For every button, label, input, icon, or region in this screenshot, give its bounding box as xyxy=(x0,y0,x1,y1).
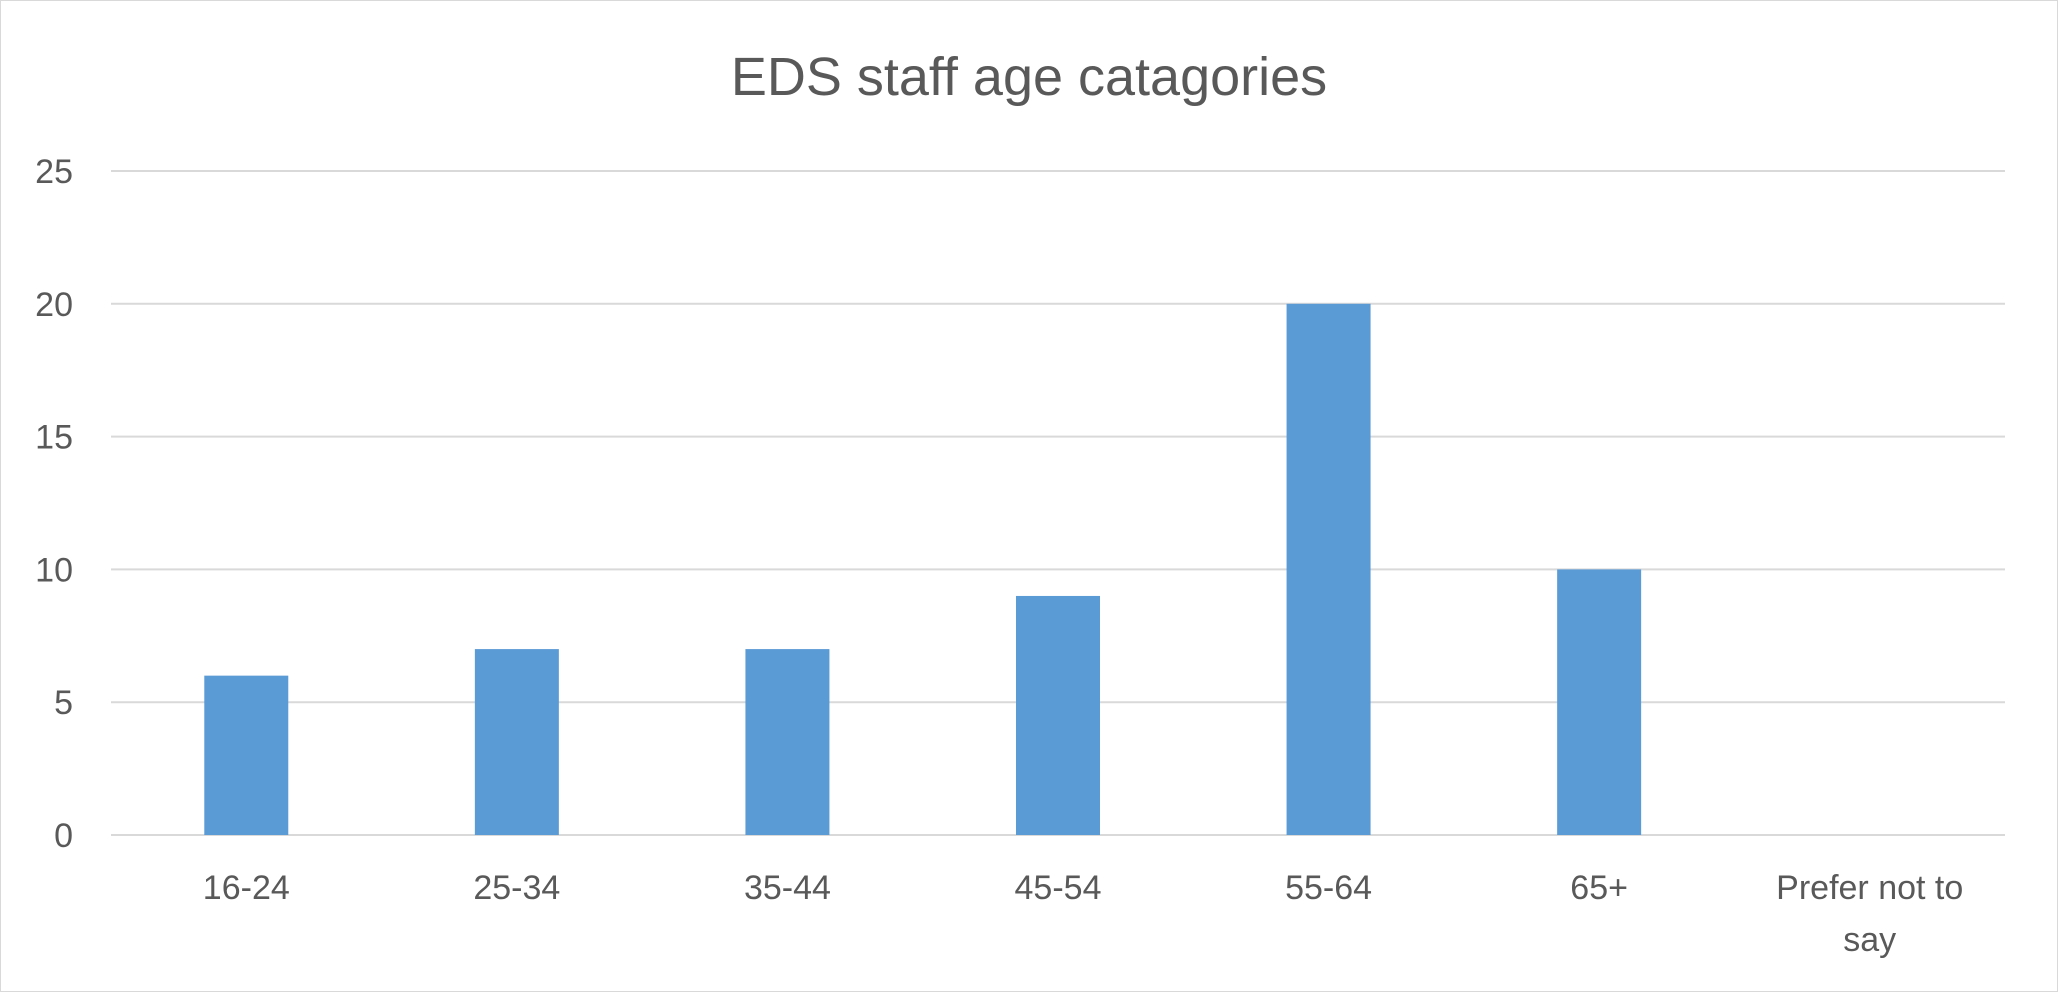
bar-45-54 xyxy=(1016,595,1100,835)
gridlines xyxy=(111,170,2005,836)
x-tick-label: Prefer not to say xyxy=(1776,869,1963,959)
y-tick-label: 0 xyxy=(54,817,73,855)
x-tick-label: 65+ xyxy=(1570,869,1628,907)
bars xyxy=(204,303,1642,835)
y-tick-label: 15 xyxy=(35,419,73,457)
y-tick-label: 5 xyxy=(54,684,73,722)
y-axis-ticks: 0 5 10 15 20 25 xyxy=(35,153,73,855)
x-tick-label: 35-44 xyxy=(744,869,831,907)
chart-title: EDS staff age catagories xyxy=(731,47,1327,107)
x-tick-label: 16-24 xyxy=(203,869,290,907)
y-tick-label: 10 xyxy=(35,551,73,589)
bar-55-64 xyxy=(1286,303,1371,835)
bar-65- xyxy=(1557,569,1642,835)
y-tick-label: 20 xyxy=(35,286,73,324)
bar-25-34 xyxy=(474,649,559,835)
x-axis-ticks: 16-24 25-34 35-44 45-54 55-64 65+ Prefer not t… xyxy=(203,869,1963,959)
y-tick-label: 25 xyxy=(35,153,73,191)
bar-16-24 xyxy=(204,675,289,835)
x-tick-label: 25-34 xyxy=(473,869,560,907)
bar-35-44 xyxy=(745,649,830,835)
x-tick-label: 55-64 xyxy=(1285,869,1372,907)
x-tick-label: 45-54 xyxy=(1015,869,1102,907)
